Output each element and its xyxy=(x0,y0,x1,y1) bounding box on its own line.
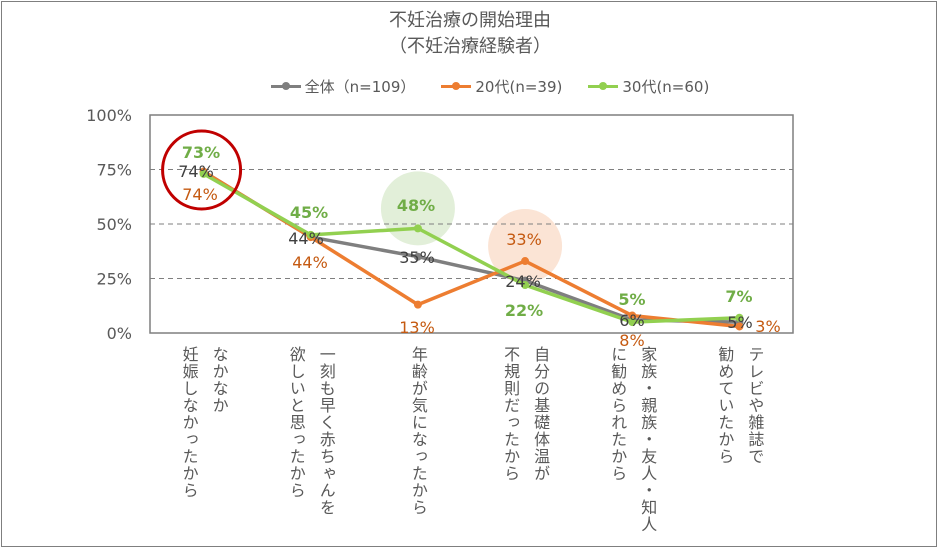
plot-border xyxy=(149,114,794,334)
data-point xyxy=(735,322,744,331)
data-point xyxy=(628,311,637,320)
series-line-2 xyxy=(202,172,740,324)
highlight-circle-20s xyxy=(488,209,563,284)
data-label: 33% xyxy=(506,230,542,249)
y-tick-label: 75% xyxy=(96,161,132,180)
y-tick-label: 0% xyxy=(107,324,132,343)
legend-item-20s: 20代(n=39) xyxy=(441,76,562,97)
data-label: 45% xyxy=(290,203,328,222)
highlight-circle-30s xyxy=(380,171,455,246)
chart-title-block: 不妊治療の開始理由 （不妊治療経験者） xyxy=(0,8,940,60)
legend: 全体（n=109） 20代(n=39) 30代(n=60) xyxy=(0,76,940,97)
data-label: 7% xyxy=(725,287,752,306)
series-line-0 xyxy=(202,170,740,324)
y-tick-label: 50% xyxy=(96,215,132,234)
category-label: 年齢が気になったから xyxy=(408,346,428,516)
data-label: 73% xyxy=(182,143,220,162)
legend-swatch xyxy=(270,82,301,90)
series-line-1 xyxy=(202,170,740,329)
y-tick-label: 25% xyxy=(96,270,132,289)
legend-item-all: 全体（n=109） xyxy=(270,76,416,97)
category-label: 一刻も早く赤ちゃんを 欲しいと思ったから xyxy=(286,346,336,516)
data-label: 48% xyxy=(397,196,435,215)
legend-label: 20代(n=39) xyxy=(475,78,563,96)
data-label: 5% xyxy=(727,313,752,332)
category-label: 家族・親族・友人・知人 に勧められたから xyxy=(608,346,658,533)
data-label: 13% xyxy=(399,318,435,337)
data-point xyxy=(413,252,422,261)
data-point xyxy=(413,300,422,309)
data-label: 3% xyxy=(755,317,780,336)
data-label: 24% xyxy=(505,272,541,291)
data-label: 22% xyxy=(505,301,543,320)
legend-label: 全体（n=109） xyxy=(304,78,416,96)
data-label: 44% xyxy=(292,253,328,272)
chart-subtitle: （不妊治療経験者） xyxy=(389,36,551,57)
chart-title: 不妊治療の開始理由 xyxy=(389,10,551,31)
data-point xyxy=(521,281,530,290)
data-label: 5% xyxy=(618,290,645,309)
data-point xyxy=(413,224,422,233)
data-label: 44% xyxy=(288,229,324,248)
legend-item-30s: 30代(n=60) xyxy=(588,76,709,97)
data-point xyxy=(628,318,637,327)
category-label: なかなか 妊娠しなかったから xyxy=(179,346,229,499)
data-point xyxy=(199,169,208,178)
data-point xyxy=(521,257,530,266)
data-label: 74% xyxy=(182,185,218,204)
legend-label: 30代(n=60) xyxy=(622,78,710,96)
data-point xyxy=(735,313,744,322)
highlight-ring xyxy=(161,129,243,211)
legend-swatch xyxy=(441,82,472,90)
data-label: 35% xyxy=(399,248,435,267)
data-label: 74% xyxy=(178,162,214,181)
category-label: 自分の基礎体温が 不規則だったから xyxy=(501,346,551,482)
legend-swatch xyxy=(588,82,619,90)
category-label: テレビや雑誌で 勧めていたから xyxy=(715,346,765,465)
data-point xyxy=(306,230,315,239)
y-tick-label: 100% xyxy=(86,106,132,125)
data-label: 6% xyxy=(619,311,644,330)
data-label: 8% xyxy=(619,331,644,350)
